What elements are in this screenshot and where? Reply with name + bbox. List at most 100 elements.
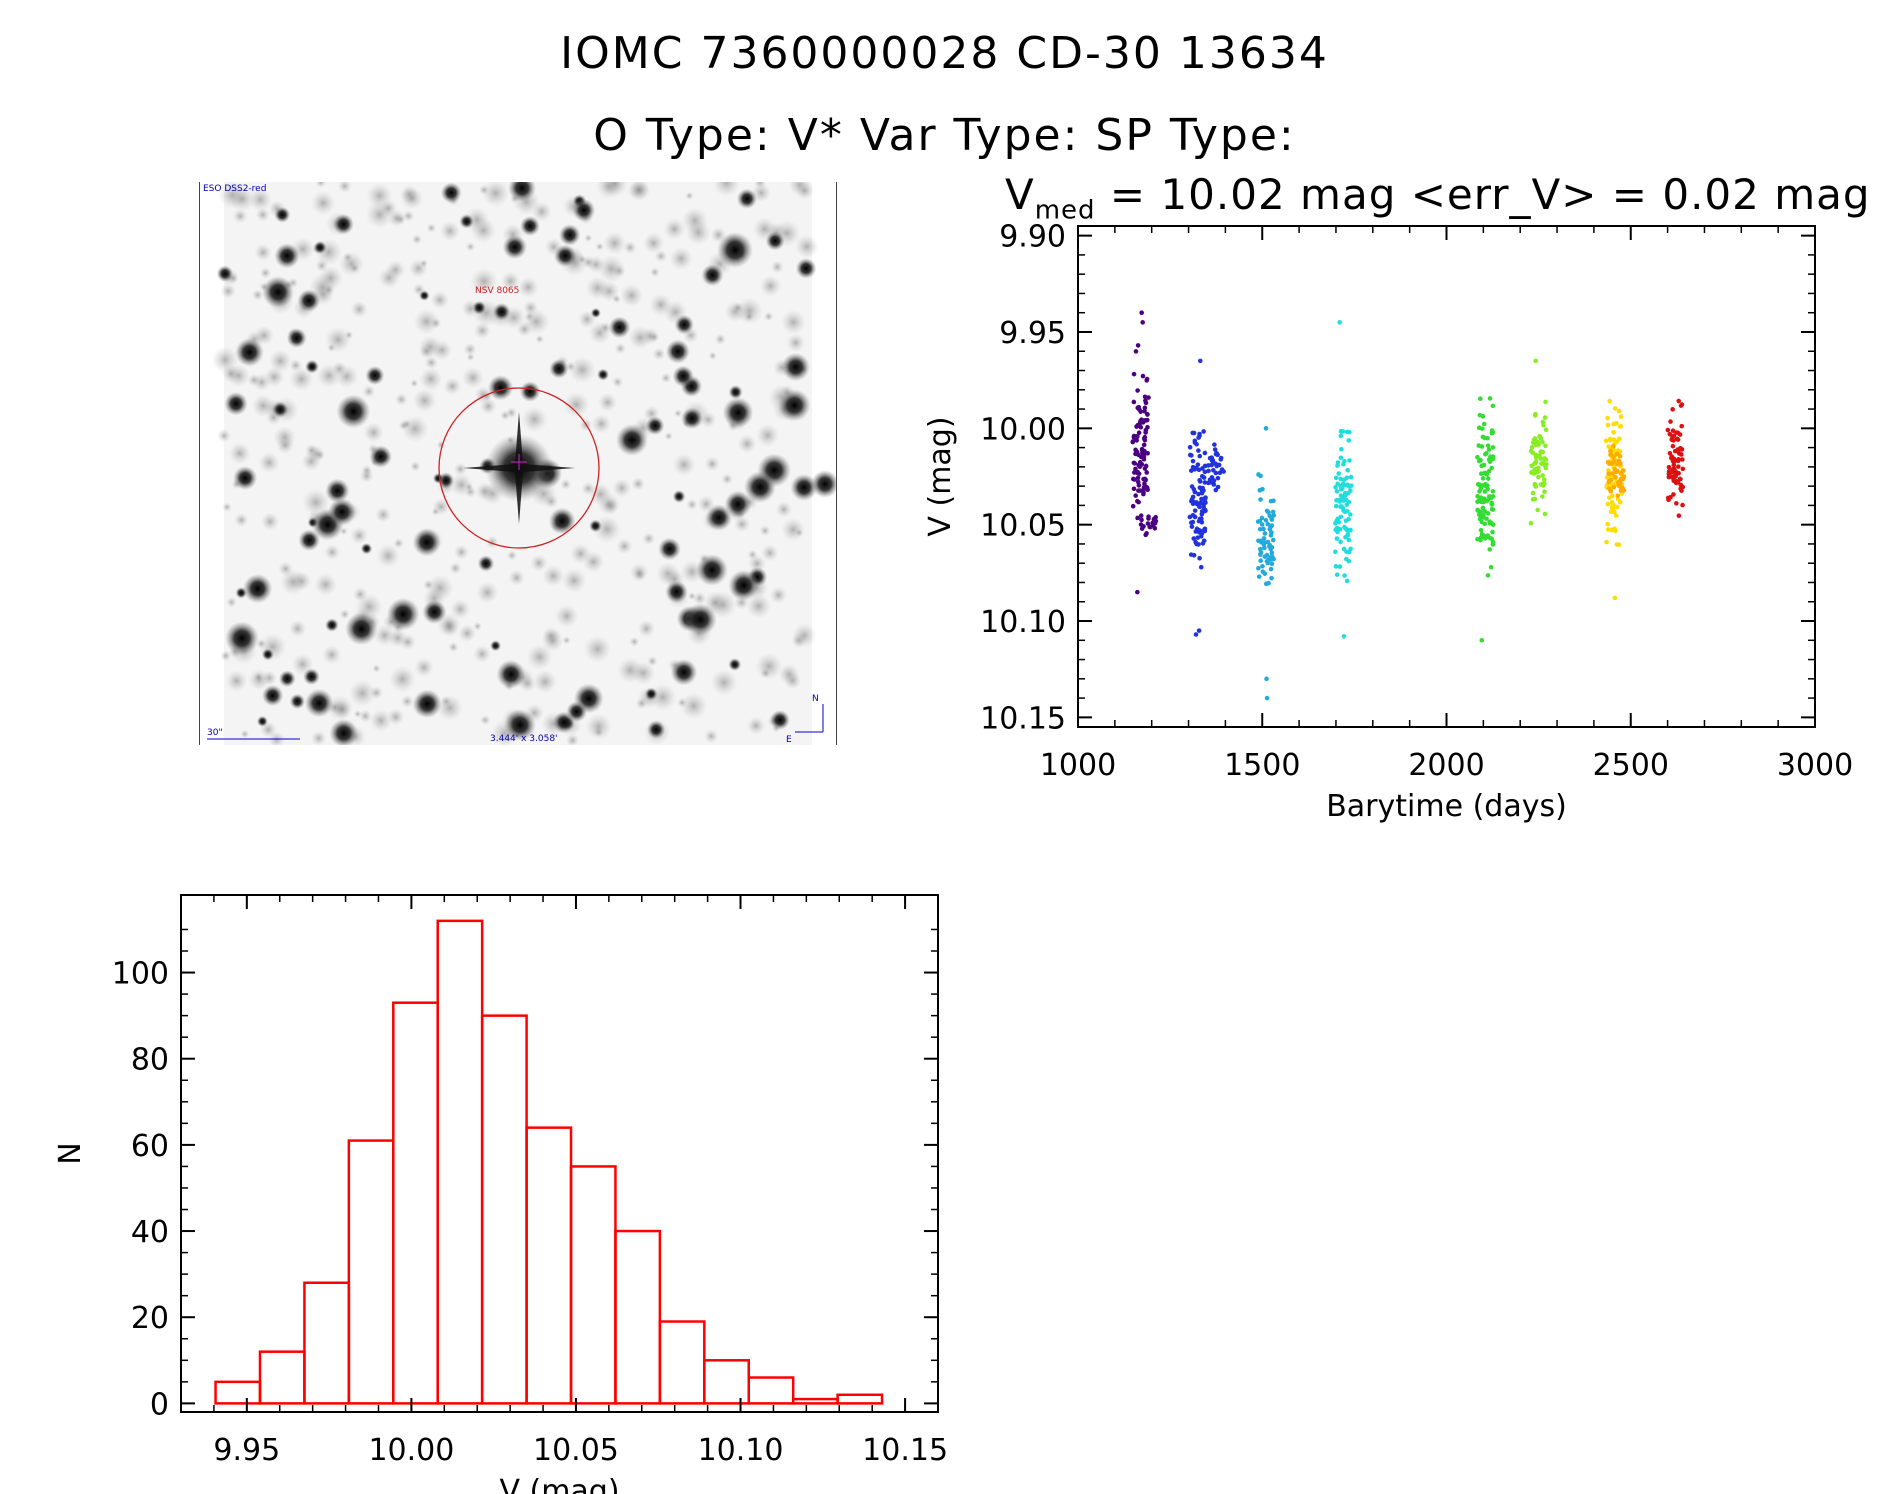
histogram-bar: [303, 1281, 351, 1405]
data-point: [1142, 466, 1148, 471]
data-point: [1482, 521, 1487, 527]
data-point: [1612, 451, 1617, 457]
data-point: [1677, 432, 1683, 437]
data-point: [1348, 512, 1353, 517]
sky-noise: [348, 679, 376, 707]
sky-noise: [629, 562, 649, 583]
data-point: [1540, 419, 1546, 425]
data-point: [1209, 456, 1214, 462]
data-point: [1346, 499, 1352, 505]
data-point: [1344, 475, 1350, 481]
data-point: [1489, 500, 1495, 506]
data-point: [1668, 419, 1673, 424]
data-point: [1611, 447, 1616, 453]
data-point: [1190, 494, 1196, 500]
data-point: [1137, 464, 1143, 469]
data-point: [1211, 482, 1217, 487]
data-point: [1679, 488, 1684, 494]
data-point: [1199, 516, 1204, 522]
data-point: [1196, 518, 1202, 524]
sky-noise: [419, 367, 443, 391]
data-point: [1266, 580, 1271, 586]
data-point: [1610, 471, 1615, 476]
sky-noise: [781, 309, 806, 335]
data-point: [1614, 451, 1620, 457]
data-point: [1484, 472, 1490, 477]
data-point: [1141, 486, 1147, 492]
data-point: [1141, 454, 1147, 460]
data-point: [1537, 433, 1543, 439]
data-point: [1615, 479, 1620, 485]
data-point: [1338, 514, 1344, 520]
field-star: [658, 537, 681, 561]
data-point: [1143, 400, 1149, 406]
sky-noise: [641, 327, 660, 345]
data-point: [1264, 676, 1269, 682]
data-point: [1188, 552, 1194, 557]
data-point: [1486, 494, 1492, 499]
field-star: [412, 528, 441, 557]
data-point: [1670, 467, 1675, 473]
data-point: [1618, 461, 1623, 467]
data-point: [1195, 462, 1201, 467]
data-point: [1488, 454, 1493, 459]
data-point: [1213, 470, 1219, 476]
data-point: [1197, 358, 1203, 364]
data-point: [1532, 436, 1538, 441]
data-point: [1615, 468, 1620, 474]
field-star: [472, 300, 487, 315]
sky-noise: [479, 397, 497, 415]
data-point: [1479, 531, 1485, 537]
data-point: [1208, 480, 1214, 485]
data-point: [1490, 403, 1496, 409]
data-point: [1269, 517, 1275, 522]
field-star: [496, 659, 526, 689]
data-point: [1668, 455, 1674, 461]
data-point: [1609, 447, 1615, 452]
data-point: [1613, 458, 1618, 463]
data-point: [1536, 442, 1541, 447]
data-point: [1150, 522, 1156, 528]
sky-noise: [353, 709, 362, 718]
sky-noise: [414, 657, 434, 678]
sky-noise: [358, 709, 372, 723]
data-point: [1487, 396, 1493, 401]
data-point: [1213, 451, 1219, 457]
sky-noise: [248, 187, 273, 212]
x-tick-label: 9.95: [213, 1433, 280, 1468]
field-star: [278, 670, 296, 688]
data-point: [1189, 453, 1194, 458]
data-point: [1199, 486, 1205, 492]
data-point: [1341, 498, 1347, 503]
data-point: [1201, 502, 1207, 507]
sky-noise: [372, 664, 381, 673]
field-star: [728, 658, 742, 671]
sky-noise: [419, 259, 429, 268]
data-point: [1264, 552, 1270, 558]
data-point: [1537, 434, 1542, 439]
data-point: [1333, 527, 1338, 533]
data-point: [1484, 498, 1490, 503]
sky-noise: [595, 242, 605, 252]
data-point: [1478, 471, 1484, 477]
data-point: [1533, 411, 1538, 417]
data-point: [1195, 535, 1201, 540]
data-point: [1611, 456, 1617, 461]
data-point: [1612, 526, 1617, 532]
data-point: [1136, 462, 1141, 468]
sky-noise: [704, 729, 719, 744]
data-point: [1139, 448, 1145, 453]
data-point: [1607, 478, 1612, 484]
data-point: [1135, 475, 1141, 481]
data-point: [1480, 505, 1486, 511]
data-point: [1348, 527, 1353, 533]
data-point: [1256, 574, 1262, 579]
data-point: [1478, 513, 1484, 518]
data-point: [1487, 535, 1492, 541]
sky-noise: [714, 333, 727, 345]
data-point: [1679, 423, 1685, 429]
lightcurve-title-text: = 10.02 mag <err_V> = 0.02 mag: [1095, 170, 1871, 219]
data-point: [1338, 483, 1343, 489]
data-point: [1218, 455, 1224, 461]
data-point: [1192, 438, 1198, 444]
